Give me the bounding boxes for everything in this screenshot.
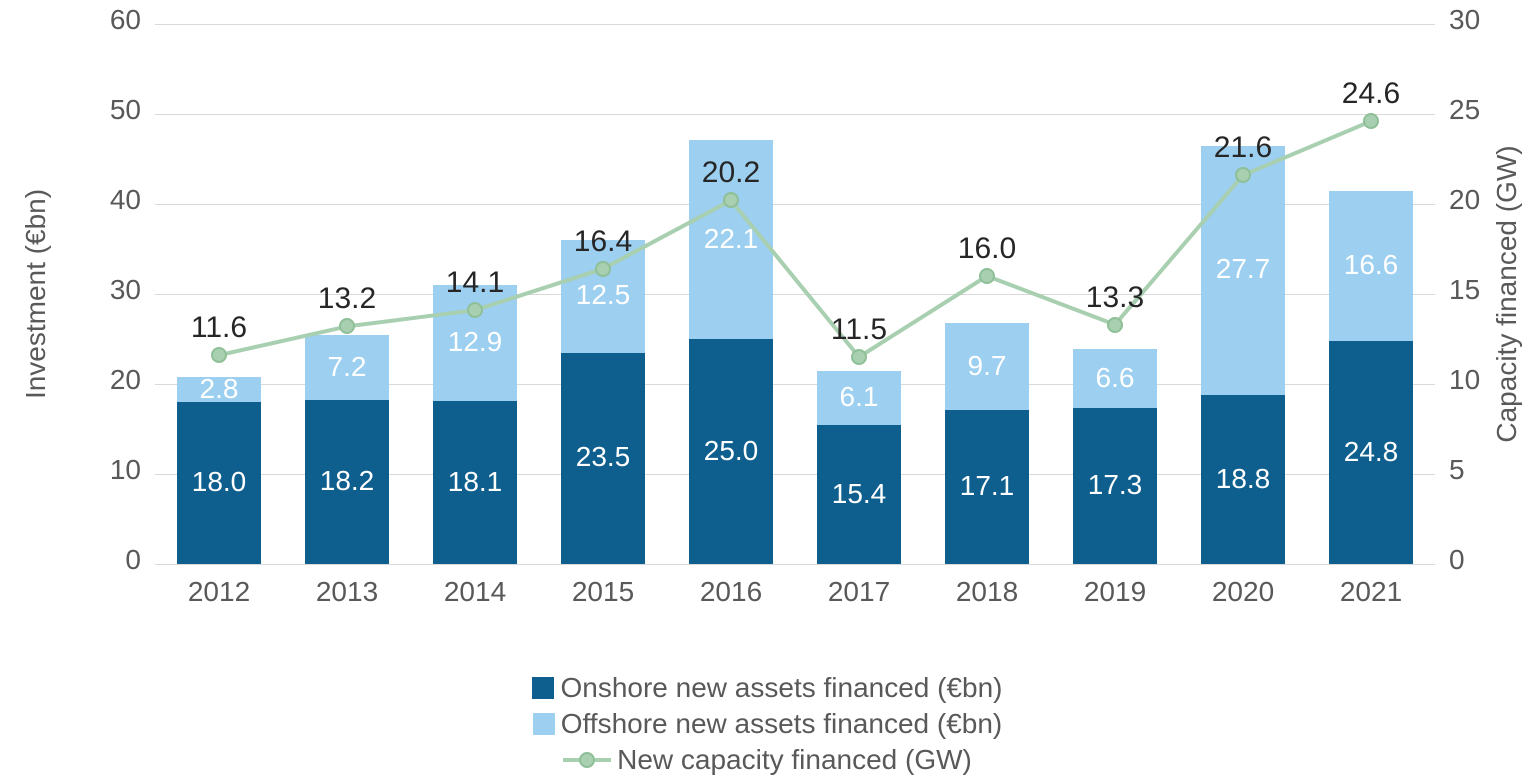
gridline	[155, 24, 1435, 25]
y-right-tick-label: 20	[1449, 184, 1480, 216]
legend-swatch-offshore	[533, 713, 555, 735]
capacity-value: 11.5	[831, 313, 887, 347]
bar-onshore-value: 17.3	[1088, 469, 1143, 501]
capacity-marker	[979, 268, 995, 284]
legend-swatch-onshore	[532, 677, 554, 699]
bar-offshore-value: 22.1	[704, 223, 759, 255]
legend: Onshore new assets financed (€bn) Offshor…	[0, 672, 1535, 776]
bar-onshore-value: 23.5	[576, 441, 631, 473]
bar-offshore-value: 12.9	[448, 326, 503, 358]
capacity-marker	[851, 349, 867, 365]
bar-offshore-value: 12.5	[576, 279, 631, 311]
capacity-marker	[339, 318, 355, 334]
y-right-tick-label: 25	[1449, 94, 1480, 126]
x-tick-label: 2016	[700, 576, 762, 608]
legend-label-onshore: Onshore new assets financed (€bn)	[560, 672, 1002, 704]
x-tick-label: 2017	[828, 576, 890, 608]
capacity-marker	[723, 192, 739, 208]
bar-offshore-value: 16.6	[1344, 249, 1399, 281]
capacity-marker	[1107, 317, 1123, 333]
capacity-value: 13.2	[318, 282, 376, 316]
legend-item-onshore: Onshore new assets financed (€bn)	[532, 672, 1002, 704]
y-left-tick-label: 20	[110, 364, 141, 396]
capacity-value: 16.4	[574, 225, 632, 259]
y-left-tick-label: 60	[110, 4, 141, 36]
bar-offshore-value: 27.7	[1216, 253, 1271, 285]
x-tick-label: 2021	[1340, 576, 1402, 608]
capacity-marker	[1235, 167, 1251, 183]
capacity-marker	[467, 302, 483, 318]
y-right-axis-title: Capacity financed (GW)	[1491, 145, 1523, 442]
bar-onshore-value: 17.1	[960, 470, 1015, 502]
capacity-value: 13.3	[1086, 281, 1144, 315]
x-tick-label: 2013	[316, 576, 378, 608]
capacity-marker	[1363, 113, 1379, 129]
bar-onshore-value: 18.2	[320, 465, 375, 497]
bar-offshore-value: 9.7	[968, 350, 1007, 382]
x-tick-label: 2018	[956, 576, 1018, 608]
x-tick-label: 2020	[1212, 576, 1274, 608]
bar-offshore-value: 2.8	[200, 373, 239, 405]
bar-onshore-value: 18.1	[448, 466, 503, 498]
bar-onshore-value: 18.0	[192, 466, 247, 498]
y-right-tick-label: 15	[1449, 274, 1480, 306]
capacity-marker	[595, 261, 611, 277]
y-right-tick-label: 10	[1449, 364, 1480, 396]
x-tick-label: 2015	[572, 576, 634, 608]
y-left-tick-label: 40	[110, 184, 141, 216]
legend-line-icon	[563, 752, 611, 768]
capacity-value: 20.2	[702, 156, 760, 190]
capacity-value: 11.6	[191, 311, 247, 345]
x-tick-label: 2019	[1084, 576, 1146, 608]
bar-offshore-value: 6.6	[1096, 362, 1135, 394]
capacity-value: 16.0	[958, 232, 1016, 266]
y-right-tick-label: 5	[1449, 454, 1465, 486]
bar-onshore-value: 24.8	[1344, 436, 1399, 468]
legend-label-capacity: New capacity financed (GW)	[617, 744, 972, 776]
capacity-marker	[211, 347, 227, 363]
legend-item-offshore: Offshore new assets financed (€bn)	[533, 708, 1003, 740]
bar-offshore-value: 6.1	[840, 381, 879, 413]
bar-onshore-value: 25.0	[704, 435, 759, 467]
capacity-value: 14.1	[446, 266, 504, 300]
y-left-tick-label: 0	[125, 544, 141, 576]
y-left-axis-title: Investment (€bn)	[20, 189, 52, 399]
capacity-value: 24.6	[1342, 77, 1400, 111]
gridline	[155, 564, 1435, 565]
y-left-tick-label: 30	[110, 274, 141, 306]
legend-item-capacity: New capacity financed (GW)	[563, 744, 972, 776]
capacity-value: 21.6	[1214, 131, 1272, 165]
bar-onshore-value: 18.8	[1216, 463, 1271, 495]
y-right-tick-label: 30	[1449, 4, 1480, 36]
y-left-tick-label: 50	[110, 94, 141, 126]
y-left-tick-label: 10	[110, 454, 141, 486]
bar-offshore-value: 7.2	[328, 351, 367, 383]
legend-label-offshore: Offshore new assets financed (€bn)	[561, 708, 1003, 740]
x-tick-label: 2012	[188, 576, 250, 608]
gridline	[155, 114, 1435, 115]
plot-area: 18.0 2.8 18.2 7.2 18.1 12.9 23.5 12.5 25.0 22.1 15…	[155, 24, 1435, 564]
bar-onshore-value: 15.4	[832, 478, 887, 510]
y-right-tick-label: 0	[1449, 544, 1465, 576]
x-tick-label: 2014	[444, 576, 506, 608]
